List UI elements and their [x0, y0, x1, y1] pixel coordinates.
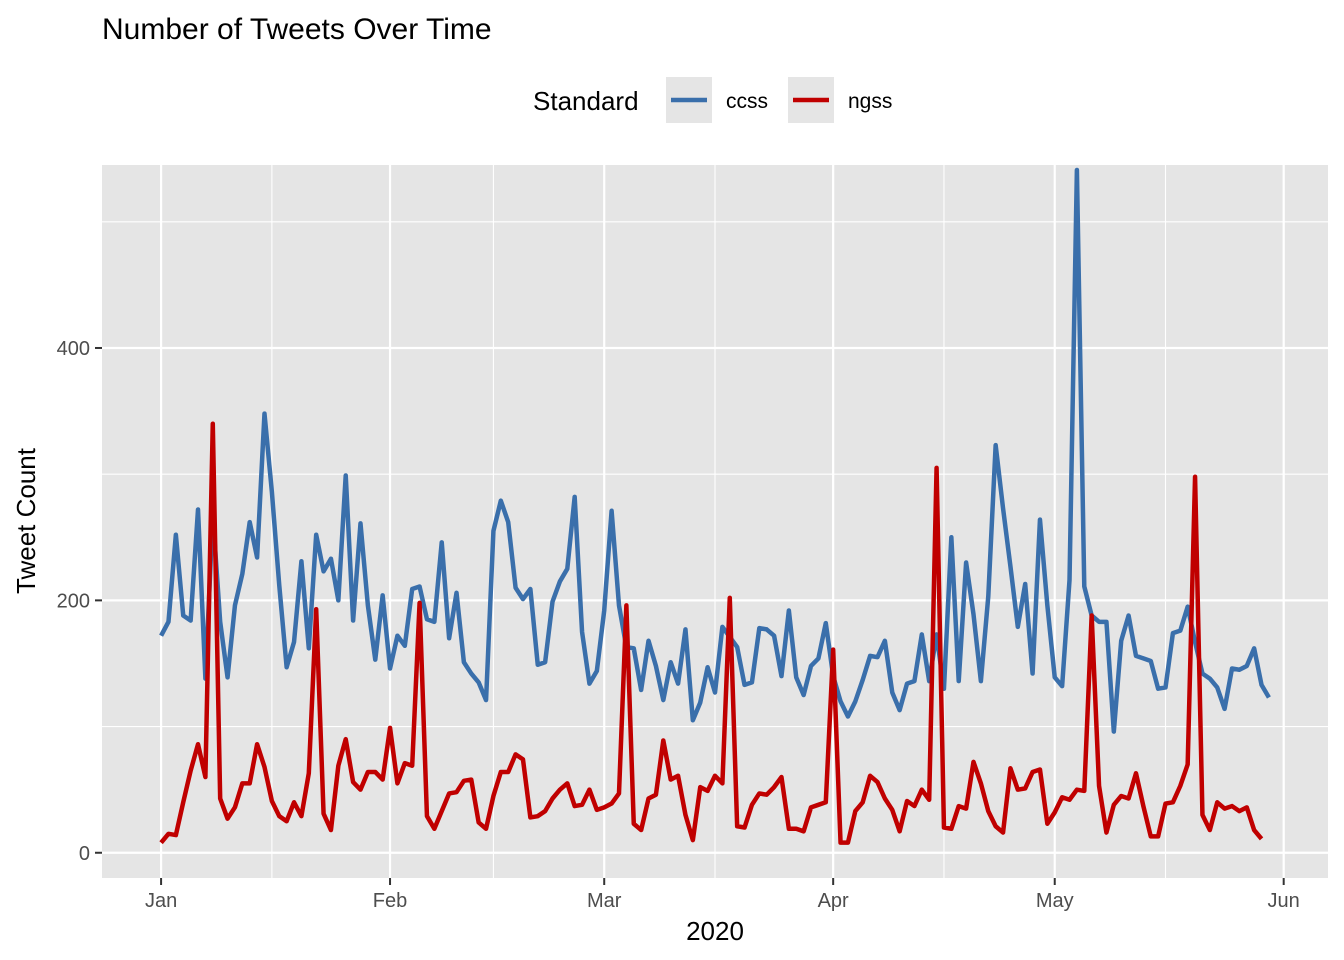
legend-label: ccss [726, 90, 768, 113]
y-tick-label: 400 [57, 338, 90, 360]
x-tick-label: Apr [818, 890, 849, 912]
legend-item-ccss: ccss [666, 77, 768, 123]
x-tick-label: Feb [373, 890, 407, 912]
series-line-ngss [159, 421, 1264, 845]
legend: Standard ccss ngss [533, 77, 892, 123]
x-tick-label: May [1036, 890, 1074, 912]
y-tick-label: 200 [57, 590, 90, 612]
x-tick-label: Jan [145, 890, 177, 912]
legend-title: Standard [533, 86, 639, 116]
x-tick-label: Mar [587, 890, 622, 912]
legend-item-ngss: ngss [788, 77, 892, 123]
y-axis-title: Tweet Count [11, 447, 41, 594]
chart-title: Number of Tweets Over Time [102, 13, 492, 46]
x-tick-label: Jun [1268, 890, 1300, 912]
series-line-ccss [159, 167, 1271, 734]
legend-label: ngss [848, 90, 892, 113]
x-axis-title: 2020 [686, 916, 744, 946]
y-tick-label: 0 [79, 843, 90, 865]
